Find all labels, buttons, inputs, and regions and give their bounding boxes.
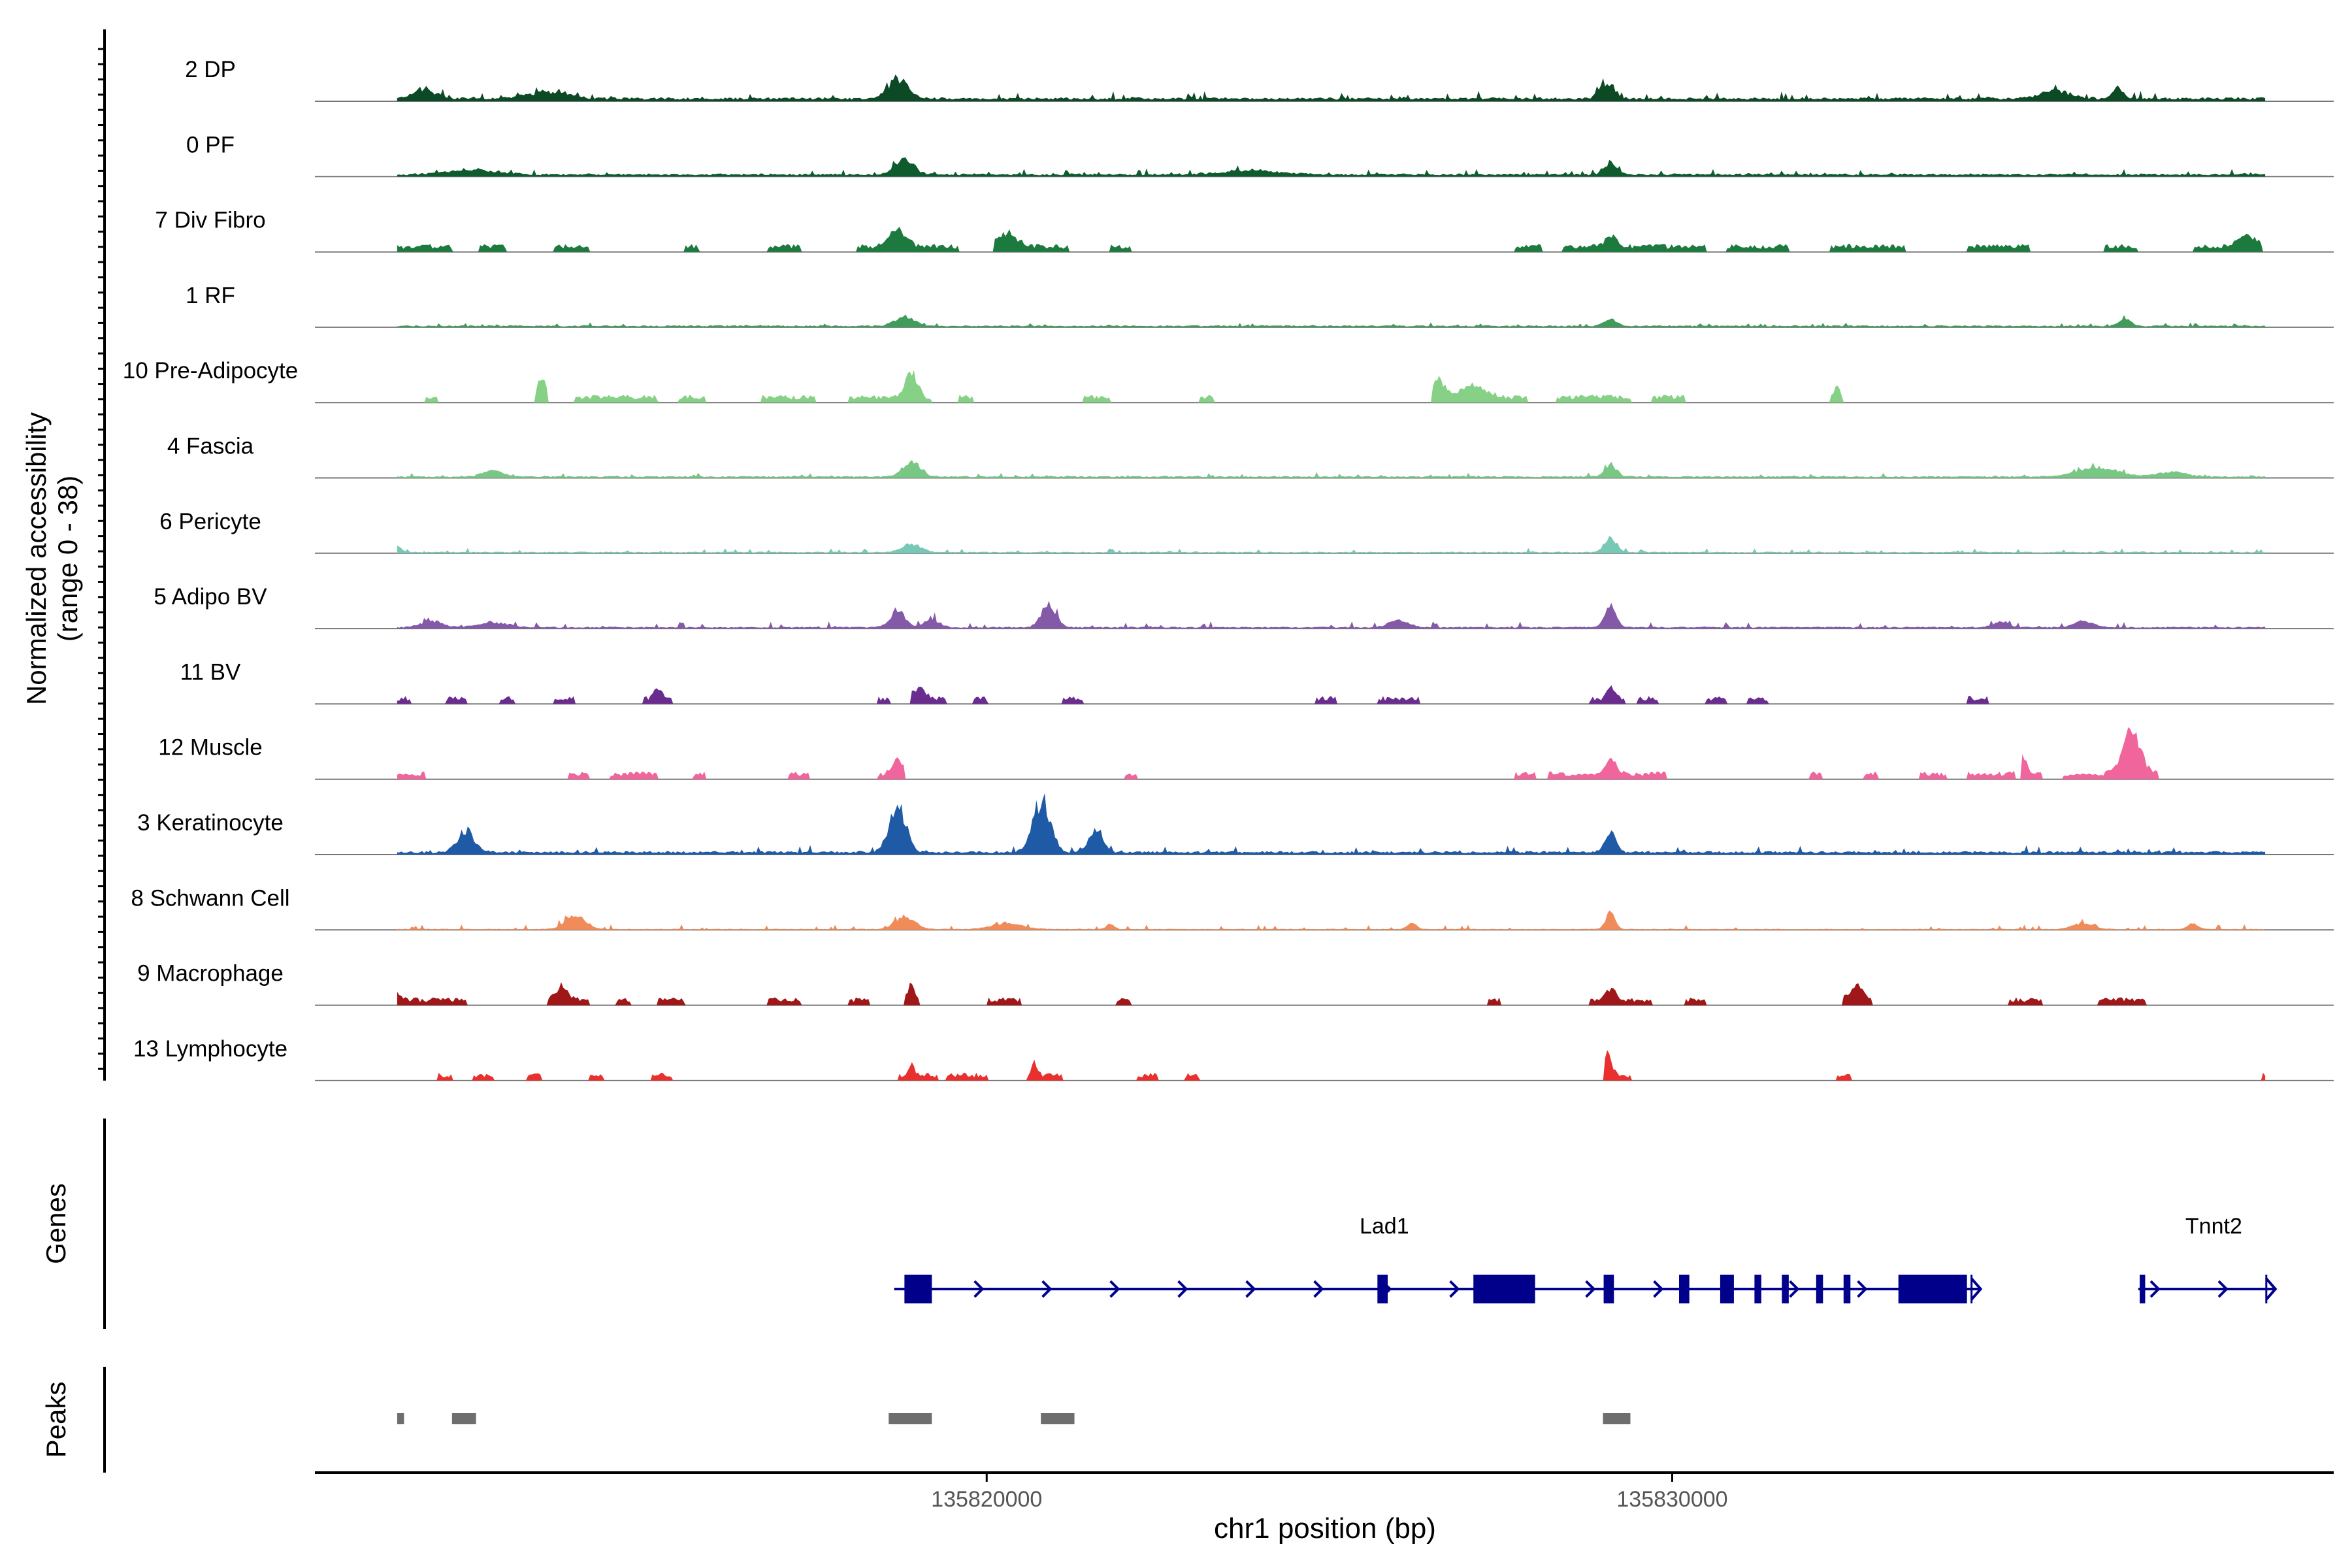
strand-arrow bbox=[1857, 1280, 1868, 1298]
track-label: 9 Macrophage bbox=[137, 961, 284, 987]
strand-arrow bbox=[1585, 1280, 1596, 1298]
strand-arrow bbox=[2149, 1280, 2161, 1298]
track-label: 1 RF bbox=[186, 283, 235, 308]
coverage-area bbox=[397, 600, 2266, 629]
track-7: 6 Pericyte bbox=[159, 509, 2334, 554]
coverage-area bbox=[397, 727, 2266, 779]
gene-end-arrow bbox=[2265, 1277, 2278, 1301]
exon bbox=[904, 1275, 932, 1303]
peak-bar bbox=[1041, 1413, 1075, 1424]
y-axis-label-line2: (range 0 - 38) bbox=[52, 476, 83, 642]
exon bbox=[1720, 1275, 1734, 1303]
exon bbox=[1377, 1275, 1388, 1303]
track-11: 3 Keratinocyte bbox=[137, 793, 2334, 855]
coverage-area bbox=[397, 910, 2266, 930]
x-tick-label: 135820000 bbox=[931, 1487, 1042, 1512]
coverage-area bbox=[397, 460, 2266, 478]
track-label: 4 Fascia bbox=[167, 434, 254, 459]
strand-arrow bbox=[1789, 1280, 1800, 1298]
coverage-area bbox=[397, 536, 2266, 553]
track-label: 10 Pre-Adipocyte bbox=[123, 358, 298, 384]
track-14: 13 Lymphocyte bbox=[133, 1036, 2334, 1081]
genes-track-label: Genes bbox=[41, 1183, 71, 1264]
track-1: 2 DP bbox=[185, 57, 2334, 102]
track-label: 11 BV bbox=[180, 659, 241, 685]
track-label: 2 DP bbox=[185, 57, 236, 82]
strand-arrow bbox=[1313, 1280, 1324, 1298]
exon bbox=[1603, 1275, 1614, 1303]
track-label: 13 Lymphocyte bbox=[133, 1036, 287, 1062]
track-label: 6 Pericyte bbox=[159, 509, 261, 534]
strand-arrow bbox=[1653, 1280, 1664, 1298]
exon bbox=[1898, 1275, 1967, 1303]
exon bbox=[2140, 1275, 2146, 1303]
strand-arrow bbox=[1041, 1280, 1053, 1298]
gene-lad1: Lad1 bbox=[894, 1214, 1983, 1303]
track-label: 12 Muscle bbox=[158, 735, 263, 760]
coverage-y-axis bbox=[98, 29, 106, 1081]
track-8: 5 Adipo BV bbox=[154, 584, 2334, 630]
coverage-area bbox=[397, 370, 2266, 403]
track-label: 7 Div Fibro bbox=[155, 208, 265, 233]
peak-bar bbox=[1603, 1413, 1631, 1424]
peak-bar bbox=[451, 1413, 476, 1424]
gene-tnnt2: Tnnt2 bbox=[2138, 1214, 2278, 1303]
coverage-area bbox=[397, 74, 2266, 101]
strand-arrow bbox=[1177, 1280, 1188, 1298]
peak-bar bbox=[889, 1413, 932, 1424]
peak-bar bbox=[397, 1413, 404, 1424]
x-axis-label: chr1 position (bp) bbox=[1214, 1512, 1436, 1544]
coverage-area bbox=[397, 793, 2266, 855]
strand-arrow bbox=[1245, 1280, 1256, 1298]
track-10: 12 Muscle bbox=[158, 727, 2334, 780]
track-label: 5 Adipo BV bbox=[154, 584, 267, 610]
peaks-track bbox=[397, 1413, 1631, 1424]
coverage-area bbox=[397, 685, 2266, 704]
gene-label: Lad1 bbox=[1360, 1214, 1409, 1239]
track-5: 10 Pre-Adipocyte bbox=[123, 358, 2334, 404]
coverage-area bbox=[397, 227, 2266, 252]
exon bbox=[1754, 1275, 1761, 1303]
strand-arrow bbox=[1449, 1280, 1460, 1298]
track-label: 0 PF bbox=[186, 132, 235, 157]
exon bbox=[1473, 1275, 1535, 1303]
exon bbox=[1816, 1275, 1823, 1303]
track-label: 3 Keratinocyte bbox=[137, 810, 284, 836]
coverage-area bbox=[397, 1050, 2266, 1081]
track-12: 8 Schwann Cell bbox=[131, 885, 2334, 931]
track-13: 9 Macrophage bbox=[137, 961, 2334, 1006]
strand-arrow bbox=[2217, 1280, 2229, 1298]
peaks-track-label: Peaks bbox=[41, 1382, 71, 1458]
exon bbox=[1843, 1275, 1851, 1303]
coverage-tracks: 2 DP 0 PF 7 Div Fibro 1 RF 10 Pre-Adipocyte 4… bbox=[123, 57, 2334, 1081]
exon bbox=[1782, 1275, 1789, 1303]
x-axis: 135820000 135830000 bbox=[315, 1471, 2334, 1512]
y-axis-label-line1: Normalized accessibility bbox=[21, 412, 52, 705]
strand-arrow bbox=[1109, 1280, 1120, 1298]
gene-end-arrow bbox=[1970, 1277, 1983, 1301]
coverage-area bbox=[397, 982, 2266, 1005]
track-9: 11 BV bbox=[180, 659, 2334, 705]
track-label: 8 Schwann Cell bbox=[131, 885, 289, 911]
coverage-area bbox=[397, 157, 2266, 177]
gene-label: Tnnt2 bbox=[2185, 1214, 2242, 1239]
genes-track: Lad1 Tnnt2 bbox=[894, 1214, 2278, 1303]
x-tick-label: 135830000 bbox=[1616, 1487, 1727, 1512]
strand-arrow bbox=[973, 1280, 985, 1298]
track-4: 1 RF bbox=[186, 283, 2334, 328]
track-2: 0 PF bbox=[186, 132, 2334, 178]
track-3: 7 Div Fibro bbox=[155, 208, 2334, 253]
track-6: 4 Fascia bbox=[167, 434, 2334, 479]
exon bbox=[1678, 1275, 1690, 1303]
coverage-area bbox=[397, 314, 2266, 327]
